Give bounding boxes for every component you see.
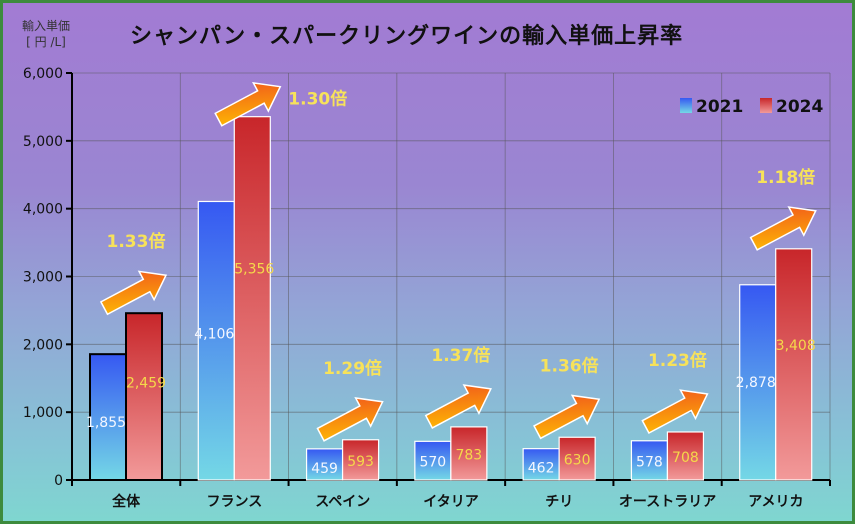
- x-tick-label: フランス: [207, 494, 263, 510]
- bar-2024: [233, 116, 271, 481]
- increase-arrow-icon: [533, 394, 601, 440]
- x-tick-label: 全体: [111, 493, 141, 510]
- y-axis-unit-label: [ 円 /L]: [26, 35, 66, 49]
- y-tick-label: 6,000: [23, 66, 63, 82]
- ratio-label: 1.37倍: [431, 345, 490, 366]
- data-label-2024: 783: [455, 447, 482, 463]
- legend-swatch-2021: [680, 98, 692, 113]
- increase-arrow-icon: [749, 206, 817, 251]
- increase-arrow-icon: [424, 384, 492, 429]
- legend-swatch-2024: [760, 98, 772, 113]
- ratio-label: 1.23倍: [648, 350, 707, 371]
- x-tick-label: チリ: [545, 494, 573, 510]
- data-label-2024: 3,408: [776, 338, 816, 354]
- y-tick-label: 4,000: [23, 202, 63, 218]
- bar-2024: [450, 426, 488, 481]
- increase-arrow-icon: [99, 270, 168, 316]
- bar-2021: [630, 440, 669, 481]
- ratio-label: 1.36倍: [540, 355, 599, 376]
- x-tick-label: スペイン: [315, 494, 370, 510]
- data-label-2024: 2,459: [126, 375, 166, 391]
- y-tick-label: 0: [54, 473, 63, 489]
- bar-2024: [558, 436, 596, 481]
- increase-arrow-icon: [641, 389, 709, 435]
- y-axis-label: 輸入単価: [22, 19, 71, 33]
- legend-label: 2021: [696, 97, 743, 117]
- bar-2024: [341, 439, 380, 481]
- bar-2021: [739, 284, 777, 481]
- data-label-2024: 593: [347, 454, 374, 470]
- y-axis-unit: 輸入単価 [ 円 /L]: [22, 18, 70, 50]
- x-tick-label: オーストラリア: [619, 494, 716, 510]
- y-tick-label: 2,000: [23, 337, 63, 353]
- bar-2024: [775, 248, 813, 481]
- ratio-label: 1.18倍: [756, 167, 815, 188]
- x-tick-label: イタリア: [423, 494, 478, 510]
- data-label-2021: 578: [636, 454, 663, 470]
- legend-label: 2024: [776, 97, 823, 117]
- chart-title: シャンパン・スパークリングワインの輸入単価上昇率: [130, 24, 684, 49]
- data-label-2024: 5,356: [234, 261, 274, 277]
- data-label-2021: 570: [419, 455, 446, 471]
- ratio-label: 1.33倍: [107, 231, 166, 252]
- y-tick-label: 5,000: [23, 134, 63, 150]
- increase-arrow-icon: [316, 397, 384, 442]
- bar-2021: [305, 448, 344, 481]
- y-tick-label: 3,000: [23, 270, 63, 286]
- increase-arrow-icon: [214, 81, 282, 127]
- bar-2024: [666, 431, 705, 481]
- data-label-2021: 459: [311, 461, 338, 477]
- y-tick-label: 1,000: [23, 405, 63, 421]
- ratio-label: 1.29倍: [323, 358, 382, 379]
- ratio-label: 1.30倍: [288, 89, 347, 110]
- data-label-2024: 630: [564, 453, 591, 469]
- data-label-2021: 2,878: [736, 375, 776, 391]
- x-tick-label: アメリカ: [748, 494, 803, 510]
- bar-2021: [414, 440, 452, 481]
- bar-2024: [125, 312, 163, 482]
- data-label-2021: 1,855: [86, 415, 126, 431]
- data-label-2021: 462: [528, 461, 555, 477]
- bar-2021: [89, 353, 127, 481]
- data-label-2024: 708: [672, 450, 699, 466]
- data-label-2021: 4,106: [194, 326, 234, 342]
